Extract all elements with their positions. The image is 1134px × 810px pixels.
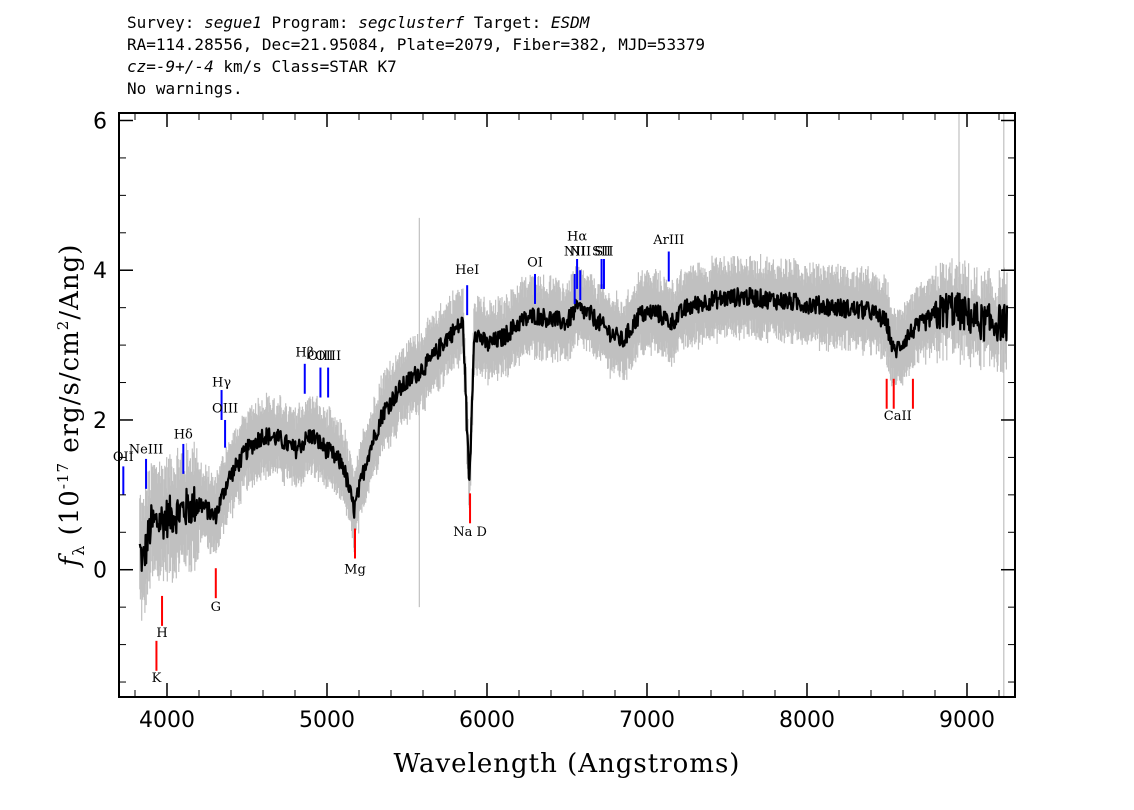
y-tick-label: 2 xyxy=(93,409,107,434)
absorption-line-label: K xyxy=(152,671,162,686)
emission-line-label: NII xyxy=(569,244,591,259)
emission-line-label: OIII xyxy=(307,349,333,364)
plot-frame xyxy=(118,112,1016,698)
header-line-survey: Survey: segue1 Program: segclusterf Targ… xyxy=(127,12,705,34)
y-axis-title-part: /Ang) xyxy=(55,244,85,320)
absorption-line-label: Mg xyxy=(344,562,366,577)
y-axis-title-part: (10 xyxy=(55,489,85,545)
x-tick-label: 6000 xyxy=(459,708,515,733)
emission-line-label: Hδ xyxy=(174,428,193,443)
x-tick-label: 7000 xyxy=(619,708,675,733)
header-line-redshift: cz=-9+/-4 km/s Class=STAR K7 xyxy=(127,56,705,78)
error-band xyxy=(139,113,1008,697)
emission-line-label: Hβ xyxy=(295,345,314,360)
emission-line-label: ArIII xyxy=(652,233,684,248)
emission-line-label: Hγ xyxy=(212,375,231,390)
x-axis-title: Wavelength (Angstroms) xyxy=(394,749,741,779)
x-tick-label: 8000 xyxy=(779,708,835,733)
header-line-coordinates: RA=114.28556, Dec=21.95084, Plate=2079, … xyxy=(127,35,705,54)
emission-line-label: SII xyxy=(594,244,613,259)
absorption-line-label: H xyxy=(156,626,167,641)
absorption-line-label: CaII xyxy=(884,409,912,424)
y-tick-label: 4 xyxy=(93,259,107,284)
y-axis-title: fλ (10-17 erg/s/cm2/Ang) xyxy=(54,244,88,569)
y-tick-label: 0 xyxy=(93,559,107,584)
y-axis-title-subscript: λ xyxy=(69,545,88,556)
target-label: Target: xyxy=(464,13,551,32)
y-axis-title-exponent: -17 xyxy=(54,462,72,489)
class-value: km/s Class=STAR K7 xyxy=(213,57,397,76)
emission-line-label: Hα xyxy=(567,229,587,244)
y-axis-title-part: erg/s/cm xyxy=(55,330,85,462)
emission-line-label: NII xyxy=(564,244,586,259)
y-axis-title-symbol: f xyxy=(55,552,85,568)
emission-line-label: OI xyxy=(527,255,543,270)
emission-line-label: SII xyxy=(592,244,611,259)
emission-line-label: HeI xyxy=(455,263,479,278)
program-value: segclusterf xyxy=(358,13,465,32)
target-value: ESDM xyxy=(550,13,590,32)
axis-ticks: 4000 5000 6000 7000 8000 9000 0 2 4 6 xyxy=(93,109,1015,733)
emission-line-label: OIII xyxy=(315,349,341,364)
spectrum-header: Survey: segue1 Program: segclusterf Targ… xyxy=(127,12,705,100)
emission-line-label: OIII xyxy=(212,401,238,416)
absorption-line-label: G xyxy=(211,600,221,615)
flux-series xyxy=(138,287,1009,572)
y-tick-label: 6 xyxy=(93,109,107,134)
redshift-value: cz=-9+/-4 xyxy=(127,57,214,76)
header-line-warnings: No warnings. xyxy=(127,79,243,98)
x-tick-label: 9000 xyxy=(939,708,995,733)
emission-line-label: NeIII xyxy=(129,443,163,458)
survey-label: Survey: xyxy=(127,13,205,32)
program-label: Program: xyxy=(261,13,359,32)
survey-value: segue1 xyxy=(204,13,262,32)
absorption-line-label: Na D xyxy=(453,525,487,540)
flux-line xyxy=(138,287,1009,572)
x-tick-label: 5000 xyxy=(299,708,355,733)
y-axis-title-exponent: 2 xyxy=(54,320,72,331)
x-tick-label: 4000 xyxy=(139,708,195,733)
